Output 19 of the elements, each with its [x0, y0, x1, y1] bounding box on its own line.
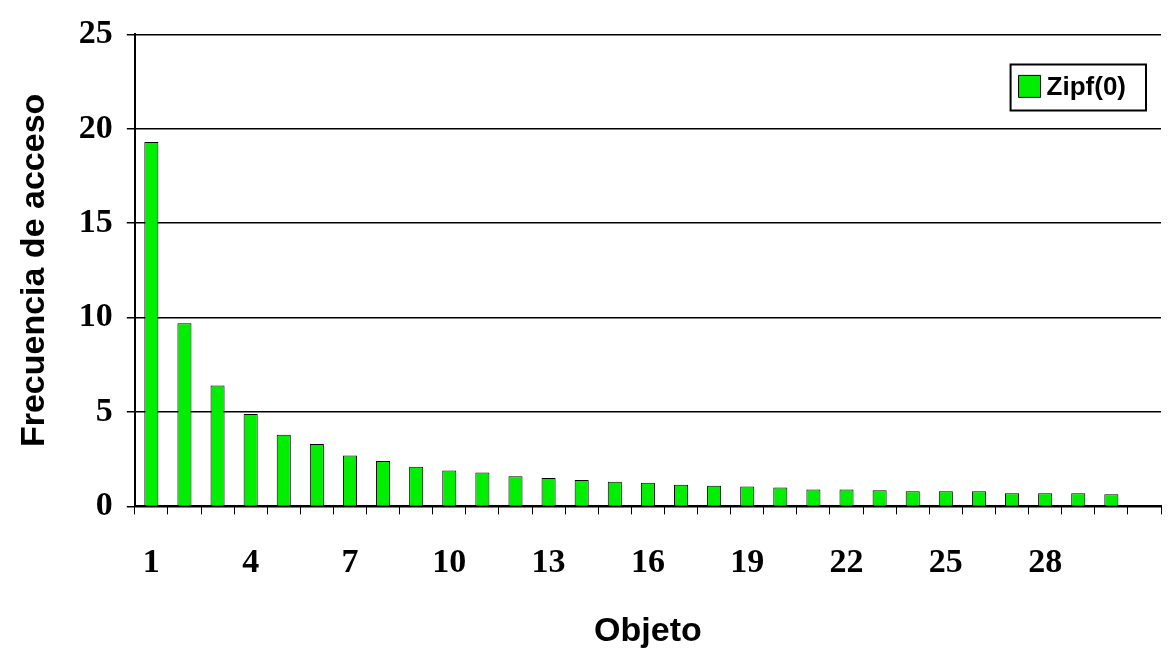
- x-tick-label: 16: [630, 541, 665, 579]
- y-tick-label: 10: [78, 296, 113, 334]
- y-tick-label: 0: [95, 485, 113, 523]
- x-tick-label: 10: [432, 541, 467, 579]
- x-tick-label: 1: [142, 541, 160, 579]
- y-tick-label: 5: [95, 390, 113, 428]
- x-tick-label: 13: [531, 541, 566, 579]
- x-tick-label: 7: [341, 541, 359, 579]
- x-tick-label: 22: [829, 541, 864, 579]
- x-axis-title: Objeto: [594, 609, 702, 648]
- y-axis-title: Frecuencia de acceso: [12, 93, 51, 448]
- y-tick-label: 25: [78, 13, 113, 51]
- x-tick-label: 28: [1028, 541, 1063, 579]
- x-tick-label: 25: [928, 541, 963, 579]
- y-tick-label: 15: [78, 201, 113, 239]
- x-tick-label: 19: [730, 541, 765, 579]
- y-tick-label: 20: [78, 107, 113, 145]
- legend-label: Zipf(0): [1046, 70, 1126, 101]
- x-tick-label: 4: [242, 541, 260, 579]
